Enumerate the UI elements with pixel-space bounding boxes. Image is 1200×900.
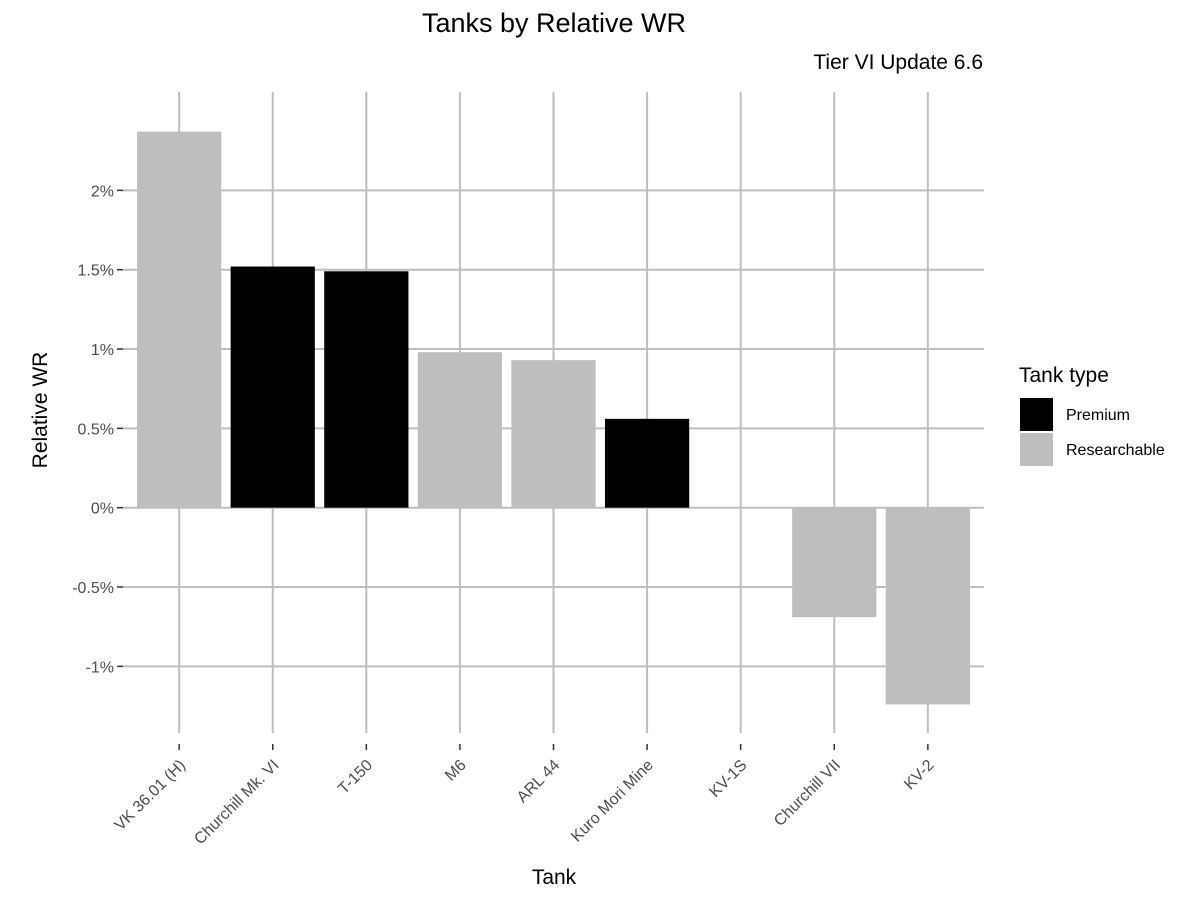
bars [137, 131, 970, 705]
bar [885, 507, 970, 705]
bar [792, 507, 877, 618]
legend: Tank type Premium Researchable [1019, 364, 1165, 466]
y-tick-label: 0.5% [78, 421, 114, 438]
bar [230, 266, 315, 508]
y-axis: -1% -0.5% 0% 0.5% 1% 1.5% 2% [72, 183, 123, 676]
y-tick-label: 1.5% [78, 263, 114, 280]
legend-title: Tank type [1019, 364, 1109, 387]
bar [511, 360, 596, 508]
bar [417, 352, 503, 508]
y-tick-label: -0.5% [72, 580, 114, 597]
legend-label: Researchable [1066, 442, 1165, 459]
x-tick-label: KV-1S [706, 757, 750, 801]
x-axis: VK 36.01 (H) Churchill Mk. VI T-150 M6 ARL 4… [112, 744, 938, 848]
y-tick-label: -1% [86, 659, 114, 676]
y-axis-label: Relative WR [29, 352, 52, 469]
chart-subtitle: Tier VI Update 6.6 [813, 51, 983, 74]
x-tick-label: KV-2 [901, 757, 938, 794]
x-tick-label: Kuro Mori Mine [568, 757, 657, 846]
x-tick-label: ARL 44 [514, 757, 563, 806]
y-tick-label: 1% [91, 342, 114, 359]
x-tick-label: T-150 [335, 757, 376, 798]
x-tick-label: Churchill VII [771, 757, 844, 830]
bar [324, 271, 409, 508]
legend-swatch [1020, 398, 1053, 431]
x-tick-label: M6 [442, 757, 470, 785]
legend-label: Premium [1066, 407, 1130, 424]
y-tick-label: 0% [91, 501, 114, 518]
x-tick-label: VK 36.01 (H) [112, 757, 189, 834]
x-axis-label: Tank [532, 866, 577, 889]
legend-swatch [1020, 433, 1053, 466]
y-tick-label: 2% [91, 183, 114, 200]
bar [137, 131, 222, 508]
chart-title: Tanks by Relative WR [422, 8, 686, 38]
bar [604, 418, 690, 508]
x-tick-label: Churchill Mk. VI [191, 757, 282, 848]
